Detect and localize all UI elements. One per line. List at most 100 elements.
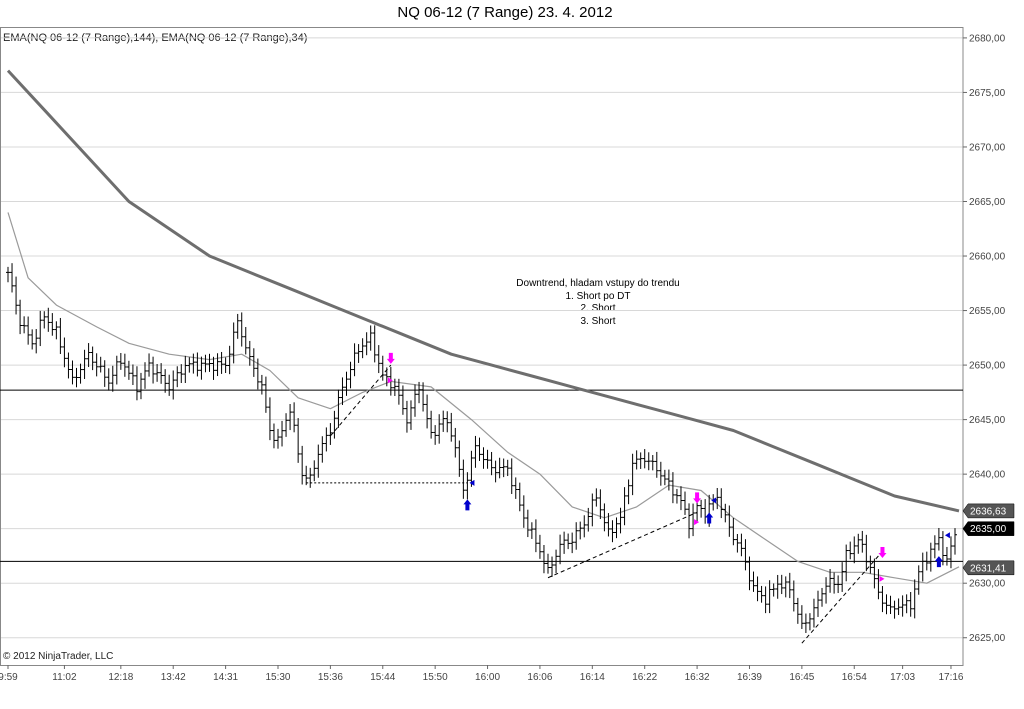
ohlc-bar <box>425 394 430 429</box>
trendline <box>330 364 392 437</box>
ohlc-bar <box>151 356 156 384</box>
ohlc-bar <box>618 507 623 534</box>
ohlc-bar <box>521 495 526 528</box>
long-entry-arrow-icon <box>934 556 943 568</box>
ohlc-bar <box>400 385 405 415</box>
ohlc-bar <box>22 316 27 334</box>
long-exit-marker-icon <box>944 532 950 539</box>
ohlc-bar <box>143 362 148 389</box>
ohlc-bar <box>42 311 47 329</box>
ohlc-bar <box>598 489 603 520</box>
ohlc-bar <box>751 571 756 592</box>
ohlc-bar <box>26 316 31 345</box>
ohlc-bar <box>558 534 563 565</box>
ohlc-bar <box>550 556 555 577</box>
short-exit-marker-icon <box>879 575 885 582</box>
ohlc-bar <box>691 503 696 537</box>
ohlc-bar <box>590 493 595 527</box>
ohlc-bar <box>803 613 808 633</box>
ohlc-bar <box>856 533 861 554</box>
ohlc-bar <box>848 541 853 560</box>
ohlc-bar <box>533 519 538 553</box>
annotation-line: Downtrend, hladam vstupy do trendu <box>516 278 680 289</box>
ohlc-bar <box>735 533 740 553</box>
x-tick-label: 17:03 <box>890 672 915 683</box>
ohlc-bar <box>489 451 494 476</box>
ohlc-bar <box>517 482 522 512</box>
ohlc-bar <box>586 507 591 532</box>
ohlc-bar <box>541 545 546 574</box>
chart-title: NQ 06-12 (7 Range) 23. 4. 2012 <box>397 4 613 21</box>
ohlc-bar <box>844 544 849 582</box>
y-tick-label: 2680,00 <box>969 33 1006 44</box>
long-exit-marker-icon <box>469 479 475 486</box>
ohlc-bar <box>223 357 228 373</box>
short-entry-arrow-icon <box>693 492 702 504</box>
annotation-line: 1. Short po DT <box>565 290 631 302</box>
ohlc-bar <box>469 450 474 487</box>
ohlc-bar <box>582 515 587 538</box>
x-tick-label: 16:22 <box>632 672 657 683</box>
ohlc-bar <box>280 420 285 447</box>
ohlc-bar <box>501 458 506 478</box>
x-tick-label: 15:44 <box>370 672 395 683</box>
ohlc-bar <box>183 355 188 384</box>
ohlc-bar <box>195 352 200 377</box>
ohlc-bar <box>18 299 23 335</box>
short-entry-arrow-icon <box>386 352 395 364</box>
ohlc-bar <box>836 575 841 594</box>
ohlc-bar <box>940 531 945 566</box>
x-tick-label: 16:14 <box>580 672 605 683</box>
ohlc-bar <box>525 509 530 538</box>
ohlc-bar <box>433 425 438 445</box>
ohlc-bar <box>259 374 264 395</box>
ohlc-bar <box>175 366 180 388</box>
ohlc-bar <box>86 343 91 368</box>
ohlc-bar <box>820 587 825 607</box>
ohlc-bar <box>944 546 949 566</box>
x-tick-label: 16:54 <box>842 672 867 683</box>
ohlc-bar <box>916 565 921 595</box>
y-tick-label: 2675,00 <box>969 88 1006 99</box>
ohlc-bar <box>622 487 627 526</box>
ohlc-bar <box>231 322 236 364</box>
y-tick-label: 2645,00 <box>969 415 1006 426</box>
ohlc-bar <box>94 353 99 377</box>
ohlc-bar <box>360 338 365 359</box>
ohlc-bar <box>340 377 345 406</box>
annotation-line: 2. Short <box>580 303 616 314</box>
ohlc-bar <box>928 542 933 572</box>
ohlc-bar <box>445 411 450 433</box>
ohlc-bar <box>324 427 329 452</box>
ema-144-line <box>6 69 960 513</box>
ohlc-bar <box>267 397 272 441</box>
ohlc-bar <box>727 505 732 537</box>
x-tick-label: 16:39 <box>737 672 762 683</box>
ohlc-bar <box>457 440 462 477</box>
ohlc-bar <box>723 503 728 523</box>
ohlc-bar <box>481 447 486 469</box>
ohlc-bar <box>126 360 131 380</box>
ohlc-bar <box>368 325 373 351</box>
ohlc-bar <box>396 378 401 405</box>
ohlc-bar <box>167 374 172 396</box>
ohlc-bar <box>864 534 869 572</box>
ohlc-bar <box>437 414 442 444</box>
x-tick-label: 13:42 <box>161 672 186 683</box>
ohlc-bar <box>10 263 15 293</box>
ohlc-bar <box>912 579 917 619</box>
ohlc-bar <box>251 348 256 377</box>
ohlc-bar <box>155 363 160 382</box>
ohlc-bar <box>235 313 240 339</box>
x-axis: 9:59 11:02 12:18 13:42 14:31 15:30 15:36 15:44 1… <box>0 665 964 683</box>
ohlc-bar <box>828 568 833 593</box>
price-tag: 2631,41 <box>962 560 1015 576</box>
ohlc-bar <box>110 365 115 392</box>
ohlc-bar <box>602 503 607 532</box>
ohlc-bar <box>840 562 845 592</box>
y-tick-label: 2640,00 <box>969 470 1006 481</box>
ema-34-line <box>7 212 960 584</box>
x-tick-label: 15:36 <box>318 672 343 683</box>
ohlc-bars <box>6 263 957 633</box>
